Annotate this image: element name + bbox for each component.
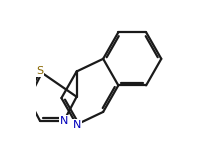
Text: N: N — [60, 116, 68, 126]
Text: S: S — [36, 66, 43, 77]
Text: N: N — [72, 120, 81, 130]
